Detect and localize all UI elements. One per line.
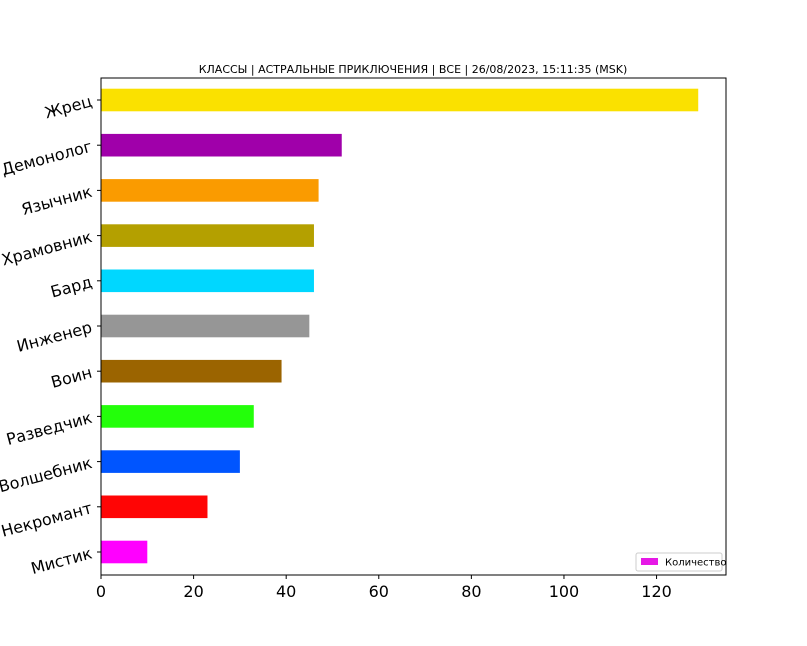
chart-title: КЛАССЫ | АСТРАЛЬНЫЕ ПРИКЛЮЧЕНИЯ | ВСЕ | … xyxy=(199,63,628,76)
y-tick-label: Некромант xyxy=(0,498,94,540)
y-tick-label: Воин xyxy=(49,363,94,392)
x-tick-label: 100 xyxy=(549,582,580,601)
bar-1 xyxy=(101,88,699,112)
x-tick-label: 80 xyxy=(461,582,481,601)
y-tick-label: Язычник xyxy=(19,182,94,219)
y-tick-label: Мистик xyxy=(29,543,94,578)
bar-2 xyxy=(101,133,342,157)
y-tick-label: Инженер xyxy=(15,318,94,356)
legend-swatch xyxy=(641,558,658,565)
bar-7 xyxy=(101,359,282,383)
bar-6 xyxy=(101,314,310,338)
y-tick-label: Бард xyxy=(49,272,94,301)
y-tick-label: Храмовник xyxy=(0,227,94,269)
x-tick-label: 0 xyxy=(96,582,106,601)
bar-9 xyxy=(101,450,240,473)
bar-4 xyxy=(101,224,314,247)
legend: Количество xyxy=(635,552,727,572)
bar-8 xyxy=(101,405,254,428)
x-tick-label: 60 xyxy=(369,582,389,601)
x-axis: 0 20 40 60 80 100 120 xyxy=(96,575,672,601)
x-tick-label: 20 xyxy=(183,582,203,601)
y-tick-label: Волшебник xyxy=(0,453,94,496)
legend-box xyxy=(635,552,723,572)
y-tick-label: Демонолог xyxy=(0,137,94,179)
x-tick-label: 120 xyxy=(641,582,672,601)
bar-11 xyxy=(101,540,148,564)
bar-10 xyxy=(101,495,208,519)
y-tick-label: Жрец xyxy=(43,91,95,122)
y-tick-label: Разведчик xyxy=(4,408,94,449)
bar-3 xyxy=(101,179,319,202)
legend-label: Количество xyxy=(665,558,727,569)
x-tick-label: 40 xyxy=(276,582,296,601)
bars-group xyxy=(101,88,699,564)
bar-5 xyxy=(101,269,314,293)
